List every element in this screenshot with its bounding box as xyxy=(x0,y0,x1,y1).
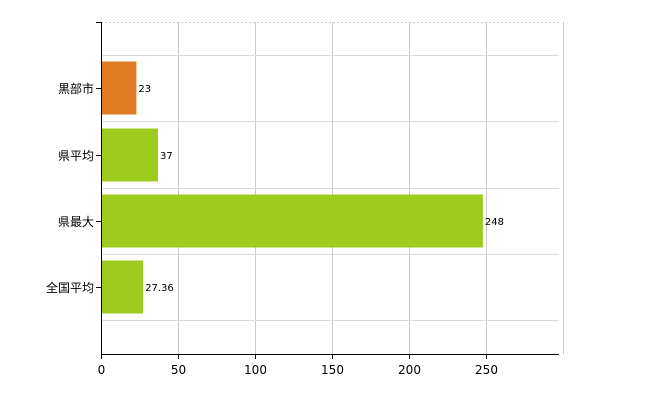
data-label-1: 23 xyxy=(138,84,151,95)
bars xyxy=(101,61,483,314)
category-label-1: 黒部市 xyxy=(58,81,94,96)
axes xyxy=(96,22,559,359)
grid-lines xyxy=(101,22,564,354)
x-tick-label-200: 200 xyxy=(398,363,421,377)
bar-2 xyxy=(101,128,158,182)
data-label-3: 248 xyxy=(485,217,504,228)
bar-1 xyxy=(101,61,137,115)
data-label-2: 37 xyxy=(160,151,173,162)
x-tick-label-250: 250 xyxy=(475,363,498,377)
category-label-2: 県平均 xyxy=(58,149,94,163)
bar-3 xyxy=(101,194,483,248)
category-label-4: 全国平均 xyxy=(46,280,94,295)
x-tick-label-0: 0 xyxy=(98,363,106,377)
x-tick-label-100: 100 xyxy=(244,363,267,377)
bar-4 xyxy=(101,260,144,314)
x-tick-label-50: 50 xyxy=(171,363,186,377)
labels: 23 黒部市 37 県平均 248 県最大 27.36 全国平均 0 50 100 150 200 250 xyxy=(46,81,504,377)
category-label-3: 県最大 xyxy=(58,215,94,229)
data-label-4: 27.36 xyxy=(145,283,174,294)
x-tick-label-150: 150 xyxy=(321,363,344,377)
